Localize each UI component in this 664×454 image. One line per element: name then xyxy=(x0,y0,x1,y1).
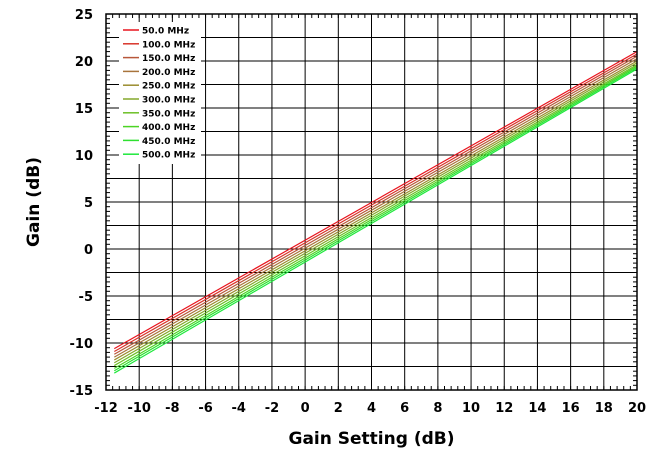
y-tick-label: 10 xyxy=(75,149,93,164)
x-tick-label: 6 xyxy=(400,401,409,416)
y-tick-labels: -15 -10 -5 0 5 10 15 20 25 xyxy=(70,8,94,399)
legend-label: 500.0 MHz xyxy=(142,151,195,161)
y-tick-label: 15 xyxy=(75,102,93,117)
legend: 50.0 MHz 100.0 MHz 150.0 MHz 200.0 MHz 250.0… xyxy=(119,22,201,164)
x-tick-label: -10 xyxy=(127,401,151,416)
series-line-5 xyxy=(114,62,638,364)
x-tick-label: -4 xyxy=(232,401,246,416)
series-line-1 xyxy=(114,53,638,352)
series-line-4 xyxy=(114,60,638,361)
legend-label: 50.0 MHz xyxy=(142,27,189,37)
y-tick-label: -15 xyxy=(70,384,94,399)
x-tick-label: -8 xyxy=(165,401,179,416)
x-tick-label: -2 xyxy=(265,401,279,416)
legend-label: 400.0 MHz xyxy=(142,123,195,133)
legend-label: 350.0 MHz xyxy=(142,109,195,119)
plot-frame xyxy=(105,13,638,391)
x-axis-title: Gain Setting (dB) xyxy=(289,429,455,449)
legend-label: 300.0 MHz xyxy=(142,96,195,106)
legend-label: 150.0 MHz xyxy=(142,54,195,64)
x-tick-label: 0 xyxy=(301,401,310,416)
x-tick-label: 16 xyxy=(562,401,580,416)
x-tick-label: -12 xyxy=(94,401,118,416)
x-tick-label: 10 xyxy=(462,401,480,416)
y-tick-label: 0 xyxy=(84,243,93,258)
series-line-8 xyxy=(113,67,638,372)
x-tick-label: 4 xyxy=(367,401,376,416)
series-line-6 xyxy=(114,64,638,367)
x-tick-label: 14 xyxy=(528,401,546,416)
y-tick-label: 5 xyxy=(84,196,93,211)
series-line-3 xyxy=(114,58,638,358)
x-tick-label: 18 xyxy=(595,401,613,416)
legend-label: 250.0 MHz xyxy=(142,82,195,92)
plot-series xyxy=(113,51,638,374)
x-tick-label: 8 xyxy=(433,401,442,416)
series-line-2 xyxy=(114,55,638,355)
legend-label: 200.0 MHz xyxy=(142,68,195,78)
x-tick-labels: -12 -10 -8 -6 -4 -2 0 2 4 6 8 10 12 14 16 18 20 xyxy=(94,401,646,416)
x-tick-label: 2 xyxy=(334,401,343,416)
x-tick-label: 12 xyxy=(495,401,513,416)
legend-label: 450.0 MHz xyxy=(142,137,195,147)
x-tick-label: 20 xyxy=(628,401,646,416)
y-tick-label: 25 xyxy=(75,8,93,23)
legend-label: 100.0 MHz xyxy=(142,40,195,50)
series-line-0 xyxy=(114,51,638,350)
y-tick-label: -5 xyxy=(79,290,93,305)
y-axis-title: Gain (dB) xyxy=(24,157,44,247)
y-tick-label: -10 xyxy=(70,337,94,352)
series-line-7 xyxy=(113,65,638,369)
x-tick-label: -6 xyxy=(198,401,212,416)
y-tick-label: 20 xyxy=(75,55,93,70)
series-line-9 xyxy=(113,68,638,374)
